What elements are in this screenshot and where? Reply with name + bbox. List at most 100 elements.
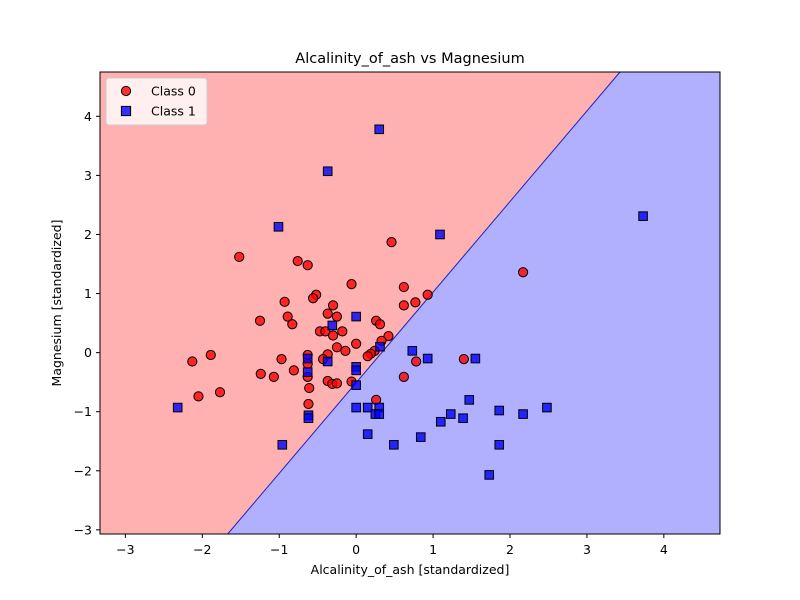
data-points	[172, 124, 648, 480]
class-0-point	[398, 371, 409, 382]
y-tick-label: 0	[84, 345, 92, 360]
class-1-point	[302, 367, 313, 377]
class-0-point	[254, 315, 266, 326]
class-0-point	[279, 296, 290, 307]
y-axis-ticks: −3 −2 −1 0 1 2 3 4	[74, 109, 100, 537]
x-tick-label: 4	[660, 542, 668, 557]
class-0-point	[292, 255, 303, 267]
class-0-point	[411, 356, 422, 367]
class-0-point	[303, 398, 314, 410]
class-1-point	[322, 356, 333, 367]
chart-title: Alcalinity_of_ash vs Magnesium	[295, 51, 524, 67]
legend-class-1-label: Class 1	[151, 104, 196, 119]
class-0-point	[255, 368, 266, 379]
class-1-point	[435, 229, 445, 240]
class-1-point	[464, 395, 475, 405]
class-1-point	[362, 402, 373, 413]
class-1-point	[638, 211, 648, 221]
y-axis-label: Magnesium [standardized]	[49, 220, 64, 387]
class-1-point	[351, 311, 361, 322]
class-1-point	[375, 341, 385, 352]
class-0-point	[288, 365, 299, 376]
class-0-point	[374, 319, 386, 330]
class-1-point	[435, 416, 446, 427]
class-1-point	[470, 353, 481, 364]
class-1-point	[322, 166, 333, 177]
class-0-point	[331, 342, 343, 353]
class-1-point	[422, 353, 433, 364]
x-axis-ticks: −3 −2 −1 0 1 2 3 4	[116, 534, 668, 557]
class-1-point	[415, 432, 426, 442]
class-0-point	[337, 326, 348, 337]
x-tick-label: −1	[270, 542, 288, 557]
legend-class-0-label: Class 0	[151, 84, 196, 99]
class-0-point	[331, 311, 343, 322]
class-0-point	[234, 251, 245, 263]
class-1-point	[374, 124, 385, 135]
class-0-point	[340, 345, 351, 356]
class-0-point	[302, 260, 313, 271]
class-0-point	[398, 300, 409, 311]
y-tick-label: −2	[74, 463, 92, 478]
class-0-point	[187, 356, 198, 367]
class-0-point	[517, 267, 529, 278]
legend-class-0-marker	[120, 85, 132, 97]
class-1-point	[484, 470, 495, 480]
class-0-point	[410, 297, 421, 308]
class-0-point	[282, 311, 293, 322]
class-1-point	[273, 221, 284, 232]
class-1-point	[351, 380, 361, 390]
x-tick-label: 1	[429, 542, 437, 557]
class-1-point	[407, 346, 418, 356]
x-tick-label: −2	[193, 542, 211, 557]
class-0-point	[458, 354, 469, 365]
x-tick-label: 0	[352, 542, 360, 557]
class-0-point	[193, 391, 204, 402]
class-0-point	[383, 330, 394, 342]
class-0-point	[214, 387, 226, 398]
class-1-point	[351, 402, 361, 413]
y-tick-label: 3	[84, 168, 92, 183]
class-1-point	[302, 353, 313, 364]
class-1-point	[518, 409, 528, 419]
class-0-point	[351, 338, 362, 349]
legend: Class 0 Class 1	[105, 77, 208, 126]
class-1-point	[542, 402, 552, 413]
x-tick-label: −3	[116, 542, 134, 557]
class-0-point	[398, 281, 409, 293]
class-0-point	[346, 278, 357, 290]
class-0-point	[422, 289, 433, 300]
x-tick-label: 2	[506, 542, 514, 557]
class-0-point	[386, 237, 397, 248]
plot-area	[100, 72, 720, 534]
decision-boundary-line	[227, 72, 621, 534]
class-0-point	[287, 319, 298, 330]
y-tick-label: 4	[84, 109, 92, 124]
class-1-point	[327, 320, 338, 331]
y-tick-label: −1	[74, 404, 92, 419]
class-1-point	[494, 439, 505, 450]
class-1-point	[172, 402, 183, 413]
legend-class-1-marker	[120, 105, 132, 117]
class-1-point	[389, 439, 399, 450]
class-1-point	[303, 413, 314, 424]
y-tick-label: 2	[84, 227, 92, 242]
class-0-point	[307, 293, 319, 304]
class-1-point	[445, 409, 456, 419]
class-1-point	[374, 409, 385, 419]
class-0-point	[304, 382, 315, 394]
class-0-point	[322, 308, 333, 319]
y-tick-label: 1	[84, 286, 92, 301]
class-0-point	[331, 378, 343, 389]
class-0-point	[276, 354, 287, 365]
class-0-point	[268, 371, 279, 382]
x-tick-label: 3	[583, 542, 591, 557]
legend-box	[105, 77, 208, 126]
class-0-point	[327, 300, 339, 311]
class-0-point	[327, 330, 339, 341]
class-0-decision-region	[100, 72, 620, 534]
class-1-point	[277, 439, 288, 450]
class-1-point	[494, 405, 505, 416]
plot-frame	[99, 71, 721, 535]
class-0-point	[205, 349, 216, 361]
